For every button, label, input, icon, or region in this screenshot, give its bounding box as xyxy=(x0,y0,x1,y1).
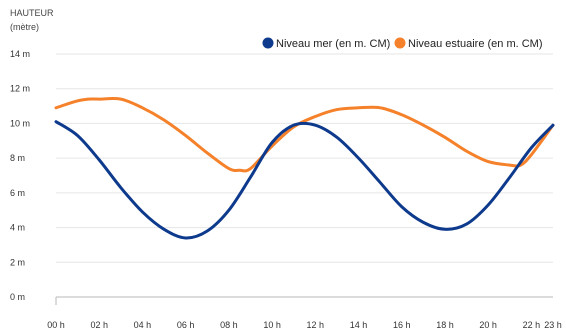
x-tick-label: 14 h xyxy=(350,320,368,330)
legend-item-niveau-estuaire[interactable]: Niveau estuaire (en m. CM) xyxy=(394,37,543,51)
x-tick-label: 10 h xyxy=(263,320,281,330)
y-tick-label: 8 m xyxy=(10,153,25,163)
series-layer xyxy=(54,96,555,240)
legend-marker xyxy=(394,37,406,49)
y-tick-label: 14 m xyxy=(10,49,30,59)
y-tick-label: 10 m xyxy=(10,118,30,128)
series-line-niveau-mer xyxy=(54,120,555,240)
x-tick-label: 20 h xyxy=(479,320,497,330)
x-tick-label: 08 h xyxy=(220,320,238,330)
x-tick-label: 16 h xyxy=(393,320,411,330)
x-tick-label: 02 h xyxy=(90,320,108,330)
legend-marker xyxy=(262,37,274,49)
legend[interactable]: Niveau mer (en m. CM) Niveau estuaire (en… xyxy=(262,37,543,51)
y-tick-label: 6 m xyxy=(10,188,25,198)
axes: 0 m 2 m 4 m 6 m 8 m 10 m 12 m 14 m 00 h 02 h 04 h 0… xyxy=(10,49,562,330)
x-tick-label: 12 h xyxy=(307,320,325,330)
y-tick-label: 0 m xyxy=(10,292,25,302)
y-tick-label: 4 m xyxy=(10,223,25,233)
x-tick-label: 18 h xyxy=(436,320,454,330)
legend-label: Niveau mer (en m. CM) xyxy=(276,38,390,50)
y-tick-label: 2 m xyxy=(10,257,25,267)
series-line-niveau-estuaire xyxy=(54,96,555,173)
x-tick-label: 22 h xyxy=(523,320,541,330)
x-tick-label: 06 h xyxy=(177,320,195,330)
y-axis-unit: (mètre) xyxy=(10,22,39,32)
x-tick-label: 23 h xyxy=(544,320,562,330)
x-tick-label: 04 h xyxy=(134,320,152,330)
y-axis-title: HAUTEUR xyxy=(10,8,54,18)
y-tick-label: 12 m xyxy=(10,84,30,94)
x-tick-label: 00 h xyxy=(47,320,65,330)
legend-label: Niveau estuaire (en m. CM) xyxy=(408,38,543,50)
legend-item-niveau-mer[interactable]: Niveau mer (en m. CM) xyxy=(262,37,391,51)
